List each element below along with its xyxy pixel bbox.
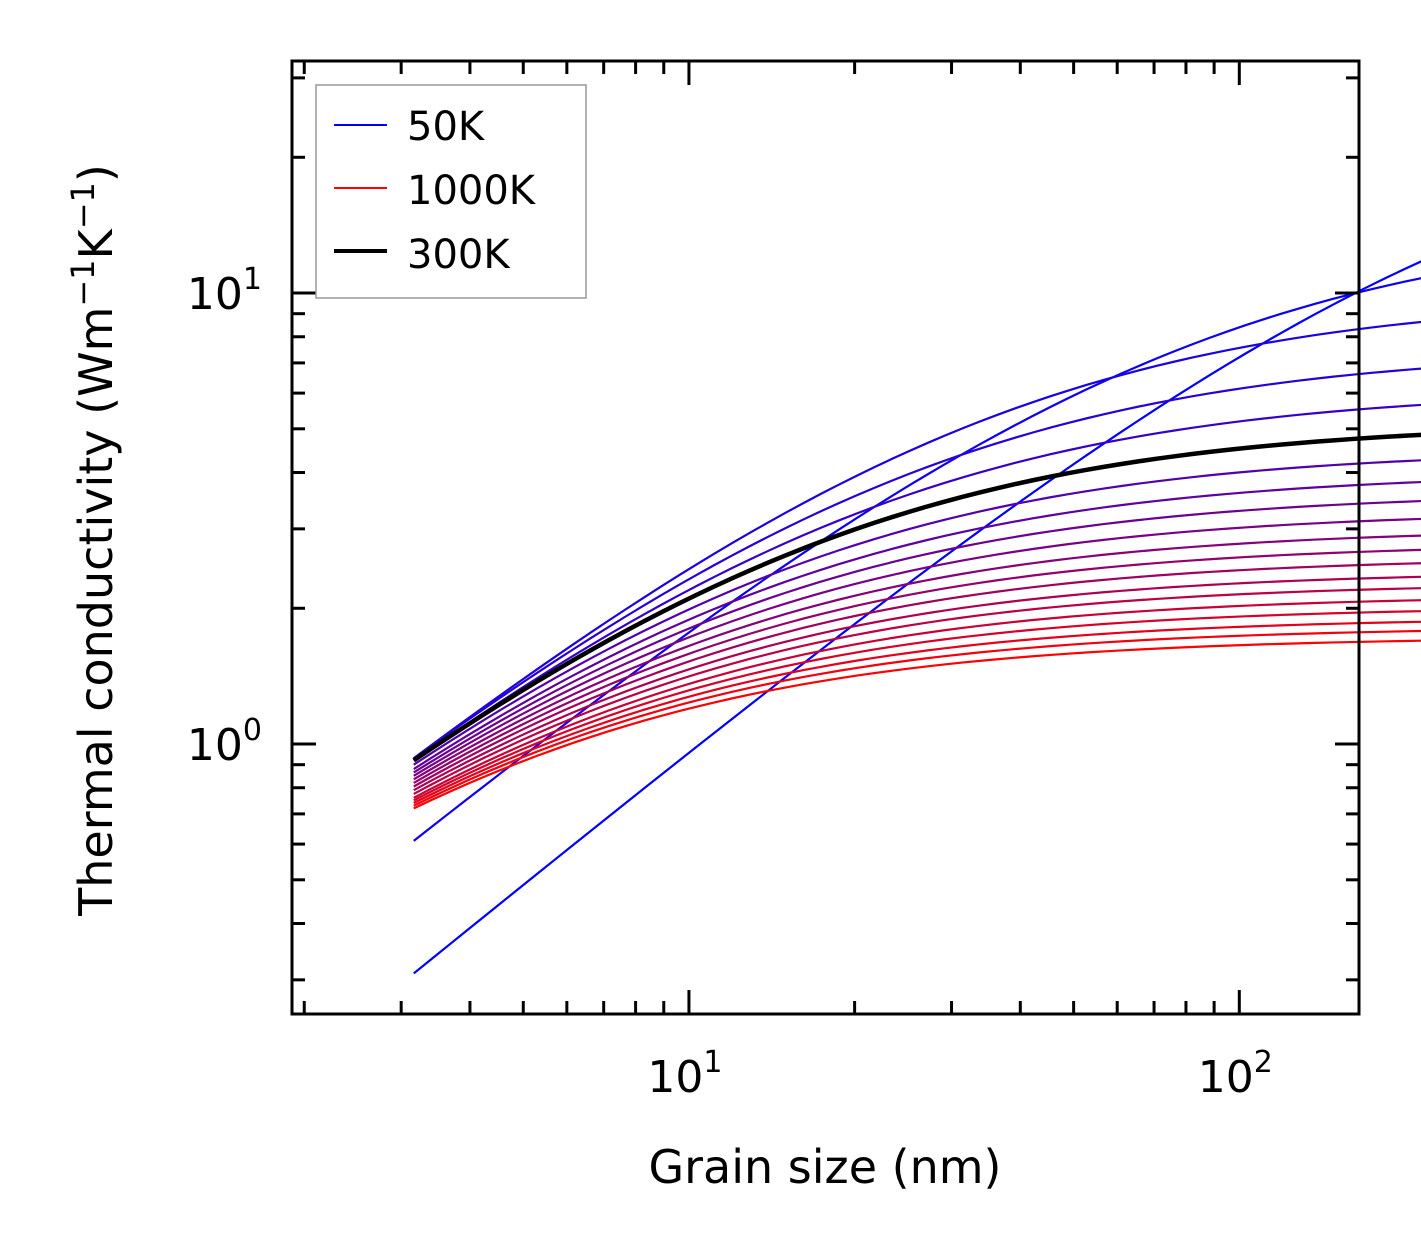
series-line-850k	[413, 610, 1421, 802]
x-tick-label: 101	[647, 1045, 722, 1103]
series-line-1000k	[413, 639, 1421, 810]
y-axis-title-sup2: −1	[64, 182, 102, 229]
y-axis-title-close: )	[69, 164, 123, 182]
series-line-600k	[413, 548, 1421, 784]
x-tick-label: 102	[1198, 1045, 1273, 1103]
series-line-750k	[413, 587, 1421, 795]
y-axis-title-k: K	[69, 227, 123, 259]
series-line-200k	[413, 367, 1421, 760]
legend: 50K 1000K 300K	[315, 84, 587, 299]
series-line-800k	[413, 599, 1421, 799]
series-line-300k	[412, 432, 1421, 763]
ticks-layer	[292, 61, 1359, 1014]
y-axis-title: Thermal conductivity (Wm−1K−1)	[64, 164, 123, 917]
y-axis-title-sup1: −1	[64, 259, 102, 306]
series-line-700k	[413, 575, 1421, 792]
series-line-150k	[413, 320, 1421, 760]
y-tick-label: 100	[187, 713, 262, 771]
x-axis-title: Grain size (nm)	[649, 1140, 1002, 1194]
y-axis-title-main: Thermal conductivity (Wm	[69, 307, 123, 917]
series-line-500k	[413, 517, 1421, 777]
series-line-450k	[413, 499, 1421, 774]
legend-box	[315, 84, 587, 299]
y-tick-label: 101	[187, 262, 262, 320]
legend-label-50k: 50K	[407, 104, 486, 150]
plot-frame	[290, 59, 1361, 1016]
series-line-650k	[413, 562, 1421, 788]
legend-label-1000k: 1000K	[407, 168, 537, 214]
series-line-900k	[413, 620, 1421, 804]
series-line-250k	[413, 403, 1421, 762]
legend-label-300k: 300K	[407, 232, 511, 278]
series-line-50k	[413, 260, 1421, 975]
series-line-550k	[413, 534, 1421, 781]
x-tick-labels: 101102103104105	[647, 1045, 1273, 1103]
y-tick-labels: 100 101	[187, 262, 262, 771]
series-line-400k	[413, 480, 1421, 771]
series-layer	[412, 260, 1421, 975]
series-line-950k	[413, 629, 1421, 807]
series-line-350k	[413, 459, 1421, 766]
